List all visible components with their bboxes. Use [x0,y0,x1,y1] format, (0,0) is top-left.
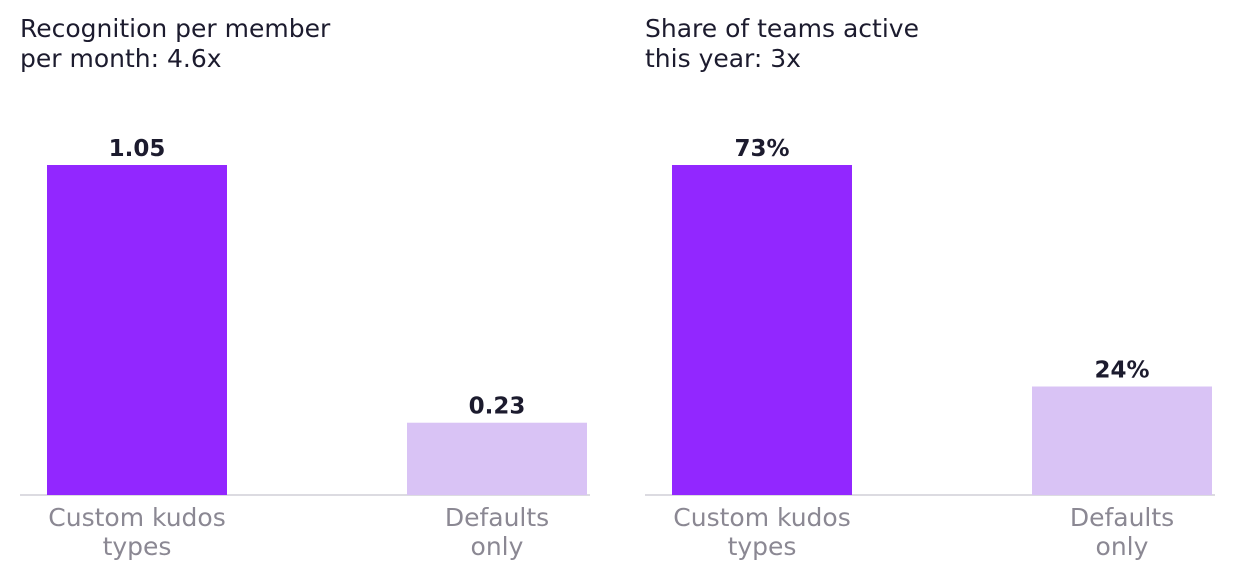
category-tick-label: only [1096,532,1149,561]
bar [672,165,852,495]
category-tick-label: Custom kudos [48,503,225,532]
category-tick-label: Custom kudos [673,503,850,532]
bar [1032,386,1212,495]
bar [407,422,587,495]
chart-panel-recognition: Recognition per member per month: 4.6x 1… [0,0,600,580]
data-label: 73% [734,136,789,162]
chart-panel-active-teams: Share of teams active this year: 3x 73% C… [625,0,1225,580]
data-label: 0.23 [469,394,526,420]
bar [47,165,227,495]
chart-title: Share of teams active this year: 3x [645,14,919,73]
category-tick-label: only [471,532,524,561]
category-tick-label: Defaults [445,503,549,532]
data-label: 1.05 [109,136,166,162]
category-tick-label: types [103,532,172,561]
category-tick-label: Defaults [1070,503,1174,532]
data-label: 24% [1094,358,1149,384]
chart-title: Recognition per member per month: 4.6x [20,14,331,73]
category-tick-label: types [728,532,797,561]
